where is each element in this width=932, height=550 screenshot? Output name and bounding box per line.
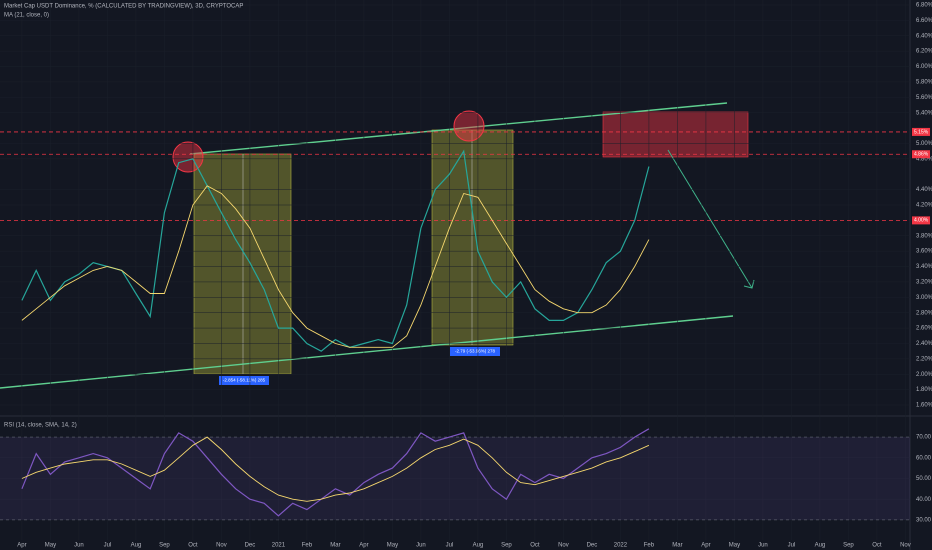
- level-label-box: [912, 150, 930, 159]
- x-tick-label: Oct: [530, 543, 540, 549]
- y-tick-label: 5.80%: [916, 80, 932, 86]
- y-tick-label: 5.40%: [916, 110, 932, 116]
- x-tick-label: Oct: [188, 543, 198, 549]
- x-tick-label: Apr: [17, 543, 26, 549]
- x-tick-label: Nov: [216, 543, 227, 549]
- top-circle: [453, 110, 485, 142]
- arrow: [667, 149, 753, 289]
- x-tick-label: Jun: [416, 543, 426, 549]
- x-tick-label: Feb: [644, 543, 655, 549]
- x-tick-label: Nov: [900, 543, 911, 549]
- level-label-box: [912, 127, 930, 136]
- level-label: 4.86%: [914, 152, 929, 158]
- series-line: [21, 428, 650, 517]
- x-tick-label: Sep: [501, 543, 512, 549]
- y-tick-label: 60.00: [916, 455, 932, 461]
- arrow-head: [743, 279, 755, 289]
- x-tick-label: Mar: [672, 543, 682, 549]
- series-line: [21, 149, 650, 352]
- x-tick-label: Sep: [159, 543, 170, 549]
- y-tick-label: 2.60%: [916, 326, 932, 332]
- resistance-box: [602, 111, 749, 158]
- y-tick-label: 2.40%: [916, 341, 932, 347]
- legend-entry: MA (21, close, 0): [4, 13, 49, 19]
- y-tick-label: 6.60%: [916, 18, 932, 24]
- rsi-title: RSI (14, close, SMA, 14, 2): [4, 423, 77, 429]
- y-tick-label: 5.00%: [916, 141, 932, 147]
- y-tick-label: 2.80%: [916, 310, 932, 316]
- level-label: 5.15%: [914, 129, 929, 135]
- y-tick-label: 6.80%: [916, 3, 932, 9]
- x-tick-label: Dec: [587, 543, 598, 549]
- x-tick-label: Jun: [74, 543, 84, 549]
- y-tick-label: 3.40%: [916, 264, 932, 270]
- channel-top: [189, 102, 728, 155]
- y-tick-label: 1.80%: [916, 387, 932, 393]
- y-tick-label: 2.20%: [916, 356, 932, 362]
- x-tick-label: Jul: [788, 543, 796, 549]
- x-tick-label: May: [387, 543, 398, 549]
- y-tick-label: 4.40%: [916, 187, 932, 193]
- y-tick-label: 1.60%: [916, 403, 932, 409]
- x-tick-label: Aug: [815, 543, 826, 549]
- x-tick-label: 2021: [272, 543, 286, 549]
- x-tick-label: Feb: [302, 543, 313, 549]
- y-tick-label: 3.20%: [916, 280, 932, 286]
- level-label-box: [912, 216, 930, 225]
- x-tick-label: May: [45, 543, 56, 549]
- y-tick-label: 6.00%: [916, 64, 932, 70]
- y-tick-label: 5.60%: [916, 95, 932, 101]
- x-tick-label: Aug: [131, 543, 142, 549]
- measure-label: -2.79 (-53.96%) 278: [455, 349, 496, 354]
- y-tick-label: 4.80%: [916, 156, 932, 162]
- y-tick-label: 4.20%: [916, 203, 932, 209]
- x-tick-label: Jun: [758, 543, 768, 549]
- measure-label-box: [450, 347, 500, 356]
- x-tick-label: Apr: [359, 543, 368, 549]
- y-tick-label: 6.20%: [916, 49, 932, 55]
- y-tick-label: 3.60%: [916, 249, 932, 255]
- series-line: [21, 185, 650, 348]
- y-tick-label: 3.00%: [916, 295, 932, 301]
- y-tick-label: 6.40%: [916, 33, 932, 39]
- chart-title: Market Cap USDT Dominance, % (CALCULATED…: [4, 4, 243, 10]
- y-tick-label: 50.00: [916, 476, 932, 482]
- x-tick-label: Dec: [245, 543, 256, 549]
- x-tick-label: 2022: [614, 543, 628, 549]
- x-tick-label: Nov: [558, 543, 569, 549]
- y-tick-label: 3.80%: [916, 233, 932, 239]
- measure-label-box: [219, 376, 269, 385]
- y-tick-label: 30.00: [916, 517, 932, 523]
- x-tick-label: Sep: [843, 543, 854, 549]
- x-tick-label: Oct: [872, 543, 882, 549]
- y-tick-label: 40.00: [916, 497, 932, 503]
- level-label: 4.00%: [914, 218, 929, 224]
- x-tick-label: Apr: [701, 543, 710, 549]
- x-tick-label: Jul: [446, 543, 454, 549]
- x-tick-label: Mar: [330, 543, 340, 549]
- y-tick-label: 70.00: [916, 435, 932, 441]
- rsi-band: [0, 437, 910, 520]
- measure-label: -2.854 (-58.11%) 285: [223, 378, 266, 383]
- x-tick-label: May: [729, 543, 740, 549]
- x-tick-label: Jul: [104, 543, 112, 549]
- x-tick-label: Aug: [473, 543, 484, 549]
- series-line: [21, 436, 650, 502]
- y-tick-label: 2.00%: [916, 372, 932, 378]
